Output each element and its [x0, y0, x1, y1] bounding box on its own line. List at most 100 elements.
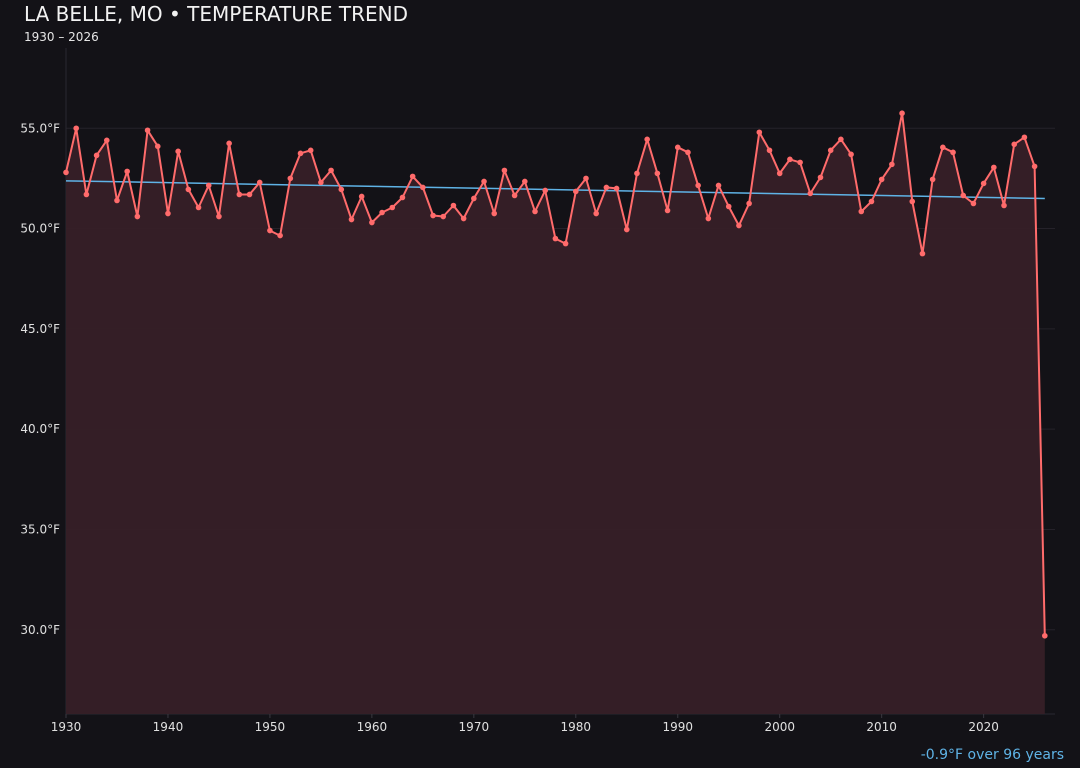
data-point: [583, 175, 589, 182]
data-point: [195, 204, 202, 211]
data-point: [63, 169, 69, 176]
data-point: [287, 175, 294, 182]
data-point: [440, 213, 447, 220]
data-point: [216, 213, 222, 220]
data-point: [919, 250, 926, 257]
x-tick-label: 2000: [764, 720, 795, 734]
data-point: [399, 194, 406, 201]
data-point: [277, 232, 283, 239]
data-point: [307, 147, 314, 154]
data-point: [756, 129, 763, 136]
x-tick-label: 2020: [968, 720, 999, 734]
area-fill: [66, 113, 1045, 714]
data-point: [1001, 202, 1007, 209]
trend-line: [65, 180, 1045, 200]
data-point: [634, 170, 640, 177]
data-point: [348, 216, 355, 223]
data-point: [420, 184, 426, 191]
data-point: [705, 215, 712, 222]
data-point: [827, 147, 834, 154]
data-point: [848, 151, 854, 158]
data-point: [144, 127, 151, 134]
data-point: [899, 110, 905, 117]
data-point: [562, 240, 569, 247]
data-point: [715, 182, 722, 189]
data-point: [73, 125, 79, 132]
x-tick-label: 1950: [255, 720, 286, 734]
data-point: [267, 227, 273, 234]
data-point: [328, 167, 334, 174]
data-point: [236, 191, 243, 198]
data-point: [460, 215, 467, 222]
data-point: [175, 148, 181, 155]
data-point: [807, 190, 814, 197]
data-point: [450, 202, 457, 209]
data-point: [644, 136, 650, 143]
data-point: [838, 136, 844, 143]
y-tick-label: 45.0°F: [20, 322, 60, 336]
y-tick-label: 35.0°F: [20, 522, 60, 536]
data-point: [664, 207, 671, 214]
data-point: [572, 188, 579, 195]
x-tick-label: 2010: [866, 720, 897, 734]
data-point: [338, 186, 345, 193]
data-point: [858, 208, 865, 215]
data-point: [409, 173, 416, 180]
data-point: [542, 187, 549, 194]
data-point: [766, 147, 773, 154]
data-point: [960, 192, 967, 199]
data-point: [776, 170, 783, 177]
data-point: [522, 178, 528, 185]
data-point: [725, 203, 732, 210]
data-point: [379, 209, 385, 216]
data-point: [185, 186, 192, 193]
x-tick-label: 1980: [561, 720, 592, 734]
data-point: [1021, 134, 1028, 141]
data-point: [389, 204, 396, 211]
data-point: [93, 152, 100, 159]
data-point: [746, 200, 752, 207]
data-point: [674, 144, 681, 151]
data-point: [491, 210, 498, 217]
y-tick-label: 30.0°F: [20, 623, 60, 637]
x-tick-label: 1960: [357, 720, 388, 734]
data-point: [246, 191, 253, 198]
x-tick-label: 1990: [662, 720, 693, 734]
data-point: [124, 168, 130, 175]
data-point: [226, 140, 232, 147]
chart-subtitle: 1930 – 2026: [24, 30, 99, 44]
x-tick-label: 1940: [153, 720, 184, 734]
data-point: [165, 210, 171, 217]
data-point: [797, 159, 803, 166]
data-point: [787, 156, 793, 163]
data-point: [532, 208, 538, 215]
data-point: [297, 150, 304, 157]
data-point: [511, 192, 518, 199]
data-point: [1011, 141, 1018, 148]
data-point: [471, 195, 477, 202]
data-point: [623, 226, 630, 233]
chart-title: LA BELLE, MO • TEMPERATURE TREND: [24, 2, 409, 26]
y-tick-label: 50.0°F: [20, 222, 60, 236]
data-point: [950, 149, 956, 156]
data-point: [685, 149, 691, 156]
data-point: [736, 222, 742, 229]
data-point: [878, 176, 885, 183]
data-point: [1031, 163, 1038, 170]
data-point: [205, 182, 212, 189]
y-tick-label: 55.0°F: [20, 121, 60, 135]
x-tick-label: 1970: [459, 720, 490, 734]
data-point: [83, 191, 90, 198]
data-point: [613, 185, 620, 192]
data-point: [980, 180, 987, 187]
data-point: [593, 210, 599, 217]
data-point: [318, 179, 324, 186]
data-point: [256, 179, 263, 186]
data-point: [909, 198, 916, 205]
x-tick-label: 1930: [51, 720, 82, 734]
data-point: [552, 235, 559, 242]
data-point: [114, 197, 120, 204]
data-point: [369, 219, 375, 226]
data-point: [603, 184, 610, 191]
